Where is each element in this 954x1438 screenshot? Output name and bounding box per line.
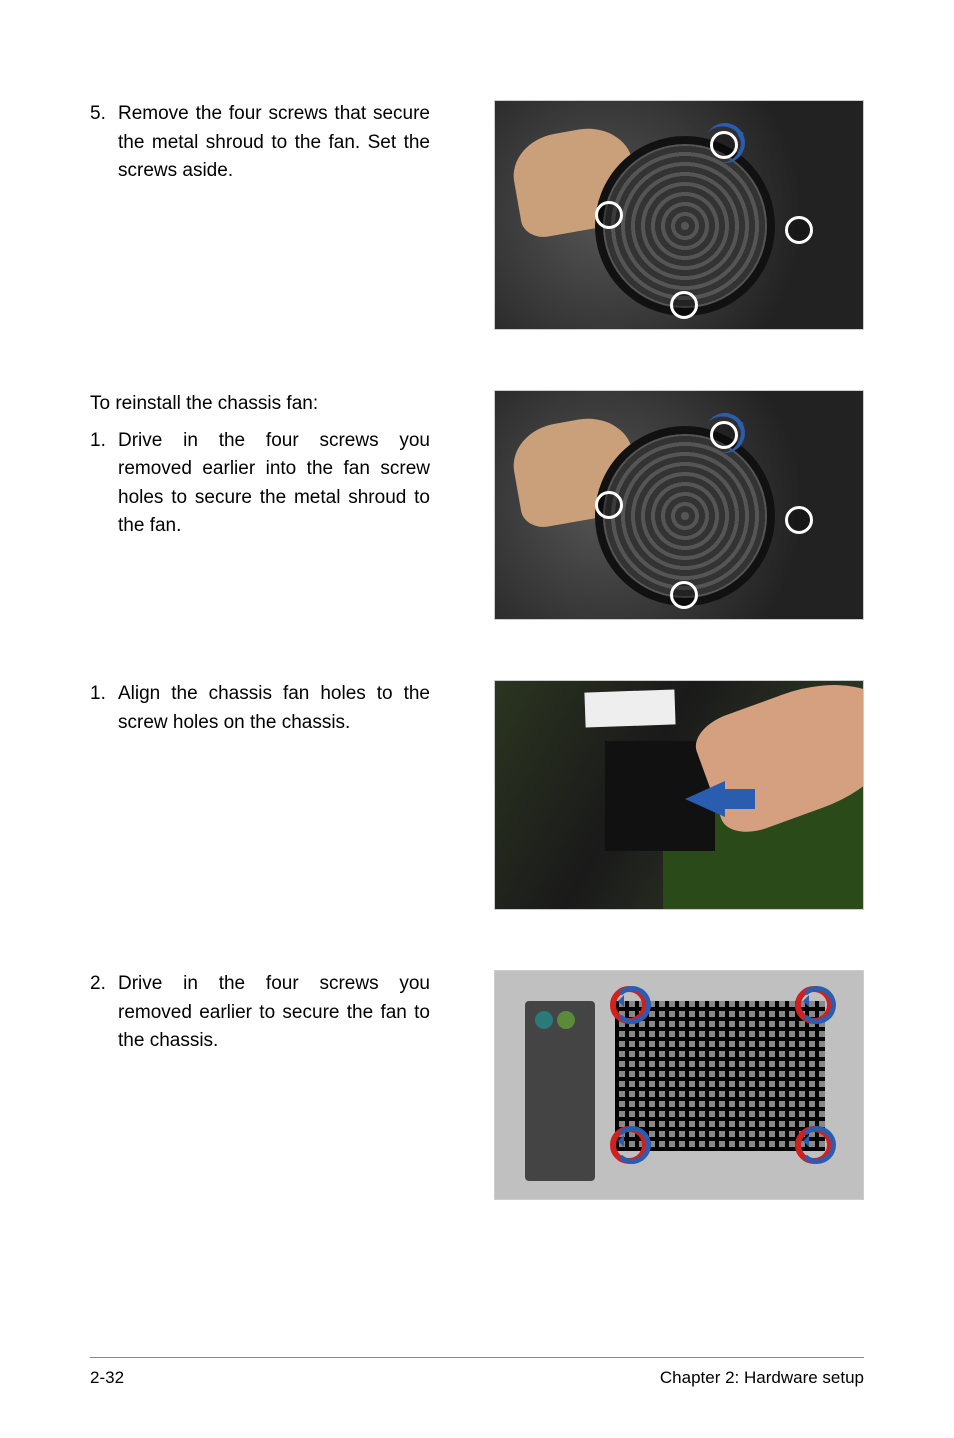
step-5-image-column <box>450 100 864 330</box>
page-footer: 2-32 Chapter 2: Hardware setup <box>90 1357 864 1388</box>
tighten-arrow-icon <box>798 986 836 1024</box>
step-5: 5. Remove the four screws that secure th… <box>90 100 430 186</box>
drive-step-text: Drive in the four screws you removed ear… <box>118 970 430 1056</box>
reinstall-step-1: 1. Drive in the four screws you removed … <box>90 427 430 541</box>
step-5-text-column: 5. Remove the four screws that secure th… <box>90 100 430 330</box>
drive-step-number: 2. <box>90 970 118 1056</box>
reinstall-intro: To reinstall the chassis fan: <box>90 390 430 419</box>
label-icon <box>584 689 675 727</box>
align-step-number: 1. <box>90 680 118 737</box>
reinstall-text-column: To reinstall the chassis fan: 1. Drive i… <box>90 390 430 620</box>
step-5-section: 5. Remove the four screws that secure th… <box>90 100 864 330</box>
fan-icon <box>595 426 775 606</box>
chapter-title: Chapter 2: Hardware setup <box>660 1368 864 1388</box>
fan-grille-icon <box>615 1001 825 1151</box>
screw-marker-icon <box>595 491 623 519</box>
screw-marker-icon <box>785 506 813 534</box>
align-step: 1. Align the chassis fan holes to the sc… <box>90 680 430 737</box>
tighten-arrow-icon <box>613 986 651 1024</box>
insert-arrow-icon <box>685 781 725 817</box>
reinstall-step-1-text: Drive in the four screws you removed ear… <box>118 427 430 541</box>
tighten-arrow-icon <box>798 1126 836 1164</box>
align-step-image <box>494 680 864 910</box>
screw-marker-icon <box>670 291 698 319</box>
screw-marker-icon <box>595 201 623 229</box>
screw-marker-icon <box>670 581 698 609</box>
align-step-text: Align the chassis fan holes to the screw… <box>118 680 430 737</box>
align-step-section: 1. Align the chassis fan holes to the sc… <box>90 680 864 910</box>
reinstall-step-1-image-column <box>450 390 864 620</box>
reinstall-step-1-number: 1. <box>90 427 118 541</box>
step-5-image <box>494 100 864 330</box>
step-5-text: Remove the four screws that secure the m… <box>118 100 430 186</box>
align-text-column: 1. Align the chassis fan holes to the sc… <box>90 680 430 910</box>
io-panel-icon <box>525 1001 595 1181</box>
tighten-arrow-icon <box>613 1126 651 1164</box>
fan-icon <box>595 136 775 316</box>
reinstall-step-1-section: To reinstall the chassis fan: 1. Drive i… <box>90 390 864 620</box>
drive-text-column: 2. Drive in the four screws you removed … <box>90 970 430 1200</box>
reinstall-step-1-image <box>494 390 864 620</box>
drive-step: 2. Drive in the four screws you removed … <box>90 970 430 1056</box>
page-number: 2-32 <box>90 1368 124 1388</box>
step-5-number: 5. <box>90 100 118 186</box>
drive-step-section: 2. Drive in the four screws you removed … <box>90 970 864 1200</box>
drive-step-image <box>494 970 864 1200</box>
drive-image-column <box>450 970 864 1200</box>
screw-marker-icon <box>785 216 813 244</box>
align-image-column <box>450 680 864 910</box>
